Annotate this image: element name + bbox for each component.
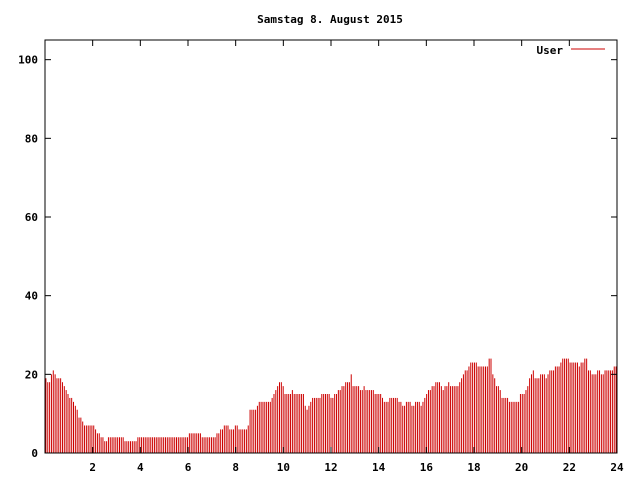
y-tick-label: 100 [18,54,38,67]
x-tick-label: 6 [185,461,192,474]
x-tick-label: 18 [467,461,480,474]
y-tick-label: 0 [31,447,38,460]
x-tick-label: 14 [372,461,386,474]
x-tick-label: 12 [324,461,337,474]
x-tick-label: 20 [515,461,528,474]
y-tick-label: 60 [25,211,38,224]
x-tick-label: 24 [610,461,624,474]
x-tick-label: 10 [277,461,290,474]
y-tick-label: 80 [25,132,38,145]
legend: User [537,44,605,57]
series-bars [45,358,617,453]
x-tick-label: 22 [563,461,576,474]
x-tick-label: 4 [137,461,144,474]
y-tick-label: 20 [25,368,38,381]
x-tick-label: 2 [89,461,96,474]
legend-label-user: User [537,44,564,57]
y-tick-label: 40 [25,290,38,303]
x-tick-label: 16 [420,461,434,474]
x-tick-label: 8 [232,461,239,474]
chart-title: Samstag 8. August 2015 [257,13,403,26]
